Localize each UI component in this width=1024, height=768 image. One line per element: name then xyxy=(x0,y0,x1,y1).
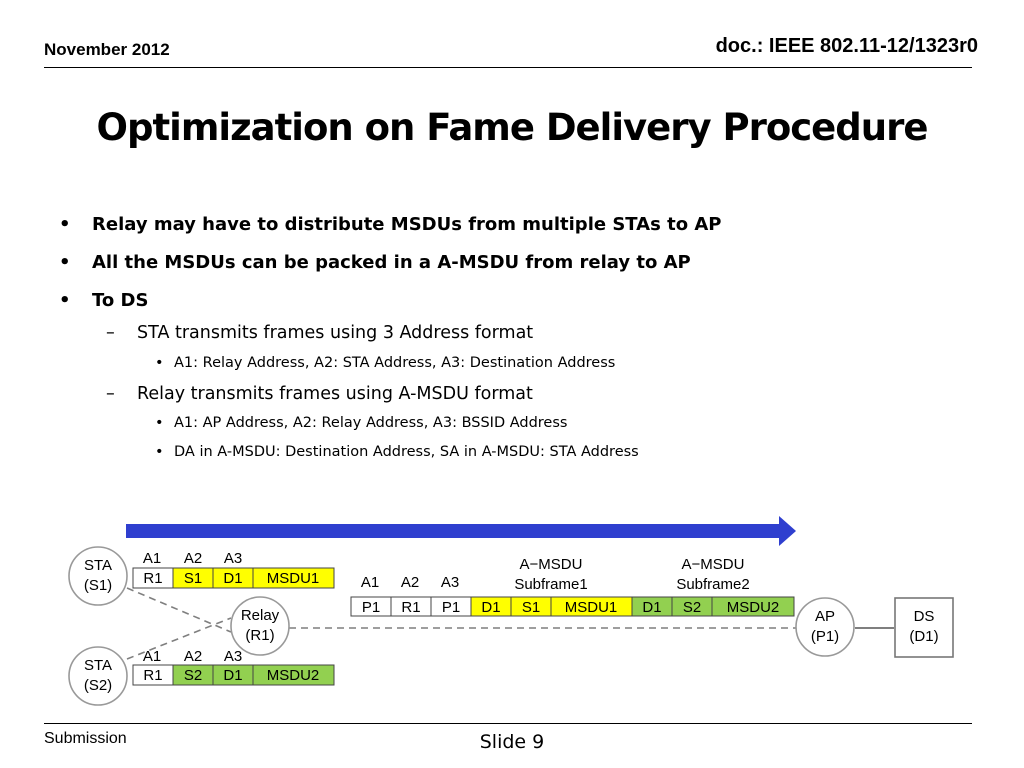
bullet-text: Relay may have to distribute MSDUs from … xyxy=(92,214,722,235)
cell-a3: D1 xyxy=(223,570,242,587)
node-ds-id: (D1) xyxy=(909,628,938,645)
node-ap-id: (P1) xyxy=(811,628,839,645)
addr-header-a1: A1 xyxy=(143,648,161,665)
subframe1-sa: S1 xyxy=(522,599,540,616)
node-relay-name: Relay xyxy=(241,607,280,624)
node-ap: AP (P1) xyxy=(795,597,855,657)
link-lines xyxy=(126,587,796,660)
subframe1-da: D1 xyxy=(481,599,500,616)
frame-sta1: A1 A2 A3 R1 S1 D1 MSDU1 xyxy=(132,550,335,589)
header-divider xyxy=(44,67,972,68)
cell-a1: R1 xyxy=(143,667,162,684)
dash-marker: – xyxy=(106,323,115,343)
detail-bullet-text: A1: Relay Address, A2: STA Address, A3: … xyxy=(174,355,616,371)
subframe2-msdu: MSDU2 xyxy=(727,599,780,616)
node-sta2-name: STA xyxy=(84,657,112,674)
cell-msdu: MSDU2 xyxy=(267,667,320,684)
node-ds: DS (D1) xyxy=(894,597,954,658)
node-sta1-name: STA xyxy=(84,557,112,574)
addr-header-a2: A2 xyxy=(401,574,419,591)
bullet-marker: • xyxy=(59,290,71,311)
frame-amsdu: A1 A2 A3 A−MSDU Subframe1 A−MSDU Subfram… xyxy=(350,556,795,617)
node-sta1: STA (S1) xyxy=(68,546,128,606)
subframe1-label-line2: Subframe1 xyxy=(514,576,587,593)
sub-bullet-text: STA transmits frames using 3 Address for… xyxy=(137,323,534,343)
slide-number: Slide 9 xyxy=(479,731,545,753)
node-sta2: STA (S2) xyxy=(68,646,128,706)
cell-msdu: MSDU1 xyxy=(267,570,320,587)
bullet-marker: • xyxy=(59,214,71,235)
dash-marker: – xyxy=(106,384,115,404)
addr-header-a3: A3 xyxy=(441,574,459,591)
node-sta2-id: (S2) xyxy=(84,677,112,694)
cell-a3: D1 xyxy=(223,667,242,684)
footer-submission: Submission xyxy=(44,730,127,747)
addr-header-a1: A1 xyxy=(361,574,379,591)
node-relay-id: (R1) xyxy=(245,627,274,644)
sub-bullet-text: Relay transmits frames using A-MSDU form… xyxy=(137,384,533,404)
addr-header-a2: A2 xyxy=(184,648,202,665)
link-sta2-relay xyxy=(126,617,232,660)
node-sta1-id: (S1) xyxy=(84,577,112,594)
slide-title: Optimization on Fame Delivery Procedure xyxy=(96,106,929,149)
relay-frame-diagram: STA (S1) STA (S2) Relay (R1) AP (P1) DS … xyxy=(68,516,954,706)
link-sta1-relay xyxy=(126,587,232,633)
detail-bullet-text: A1: AP Address, A2: Relay Address, A3: B… xyxy=(174,415,568,431)
node-ap-name: AP xyxy=(815,608,835,625)
header-doc-id: doc.: IEEE 802.11-12/1323r0 xyxy=(715,35,978,57)
cell-a1: R1 xyxy=(143,570,162,587)
addr-header-a3: A3 xyxy=(224,648,242,665)
addr-header-a3: A3 xyxy=(224,550,242,567)
detail-bullet-text: DA in A-MSDU: Destination Address, SA in… xyxy=(174,444,639,460)
subframe1-msdu: MSDU1 xyxy=(565,599,618,616)
cell-a2: S2 xyxy=(184,667,202,684)
header-date: November 2012 xyxy=(44,40,170,59)
bullet-text: All the MSDUs can be packed in a A-MSDU … xyxy=(92,252,691,273)
subframe2-da: D1 xyxy=(642,599,661,616)
cell-a2: R1 xyxy=(401,599,420,616)
node-ds-name: DS xyxy=(914,608,935,625)
direction-arrow xyxy=(126,516,796,546)
addr-header-a2: A2 xyxy=(184,550,202,567)
bullet-text: To DS xyxy=(92,290,149,311)
footer-divider xyxy=(44,723,972,724)
bullet-marker: • xyxy=(155,415,164,431)
bullet-marker: • xyxy=(155,355,164,371)
node-relay: Relay (R1) xyxy=(230,596,290,656)
bullet-marker: • xyxy=(155,444,164,460)
subframe2-sa: S2 xyxy=(683,599,701,616)
addr-header-a1: A1 xyxy=(143,550,161,567)
subframe2-label-line2: Subframe2 xyxy=(676,576,749,593)
subframe2-label-line1: A−MSDU xyxy=(682,556,745,573)
cell-a2: S1 xyxy=(184,570,202,587)
subframe1-label-line1: A−MSDU xyxy=(520,556,583,573)
cell-a3: P1 xyxy=(442,599,460,616)
bullet-marker: • xyxy=(59,252,71,273)
frame-sta2: A1 A2 A3 R1 S2 D1 MSDU2 xyxy=(132,648,335,686)
cell-a1: P1 xyxy=(362,599,380,616)
